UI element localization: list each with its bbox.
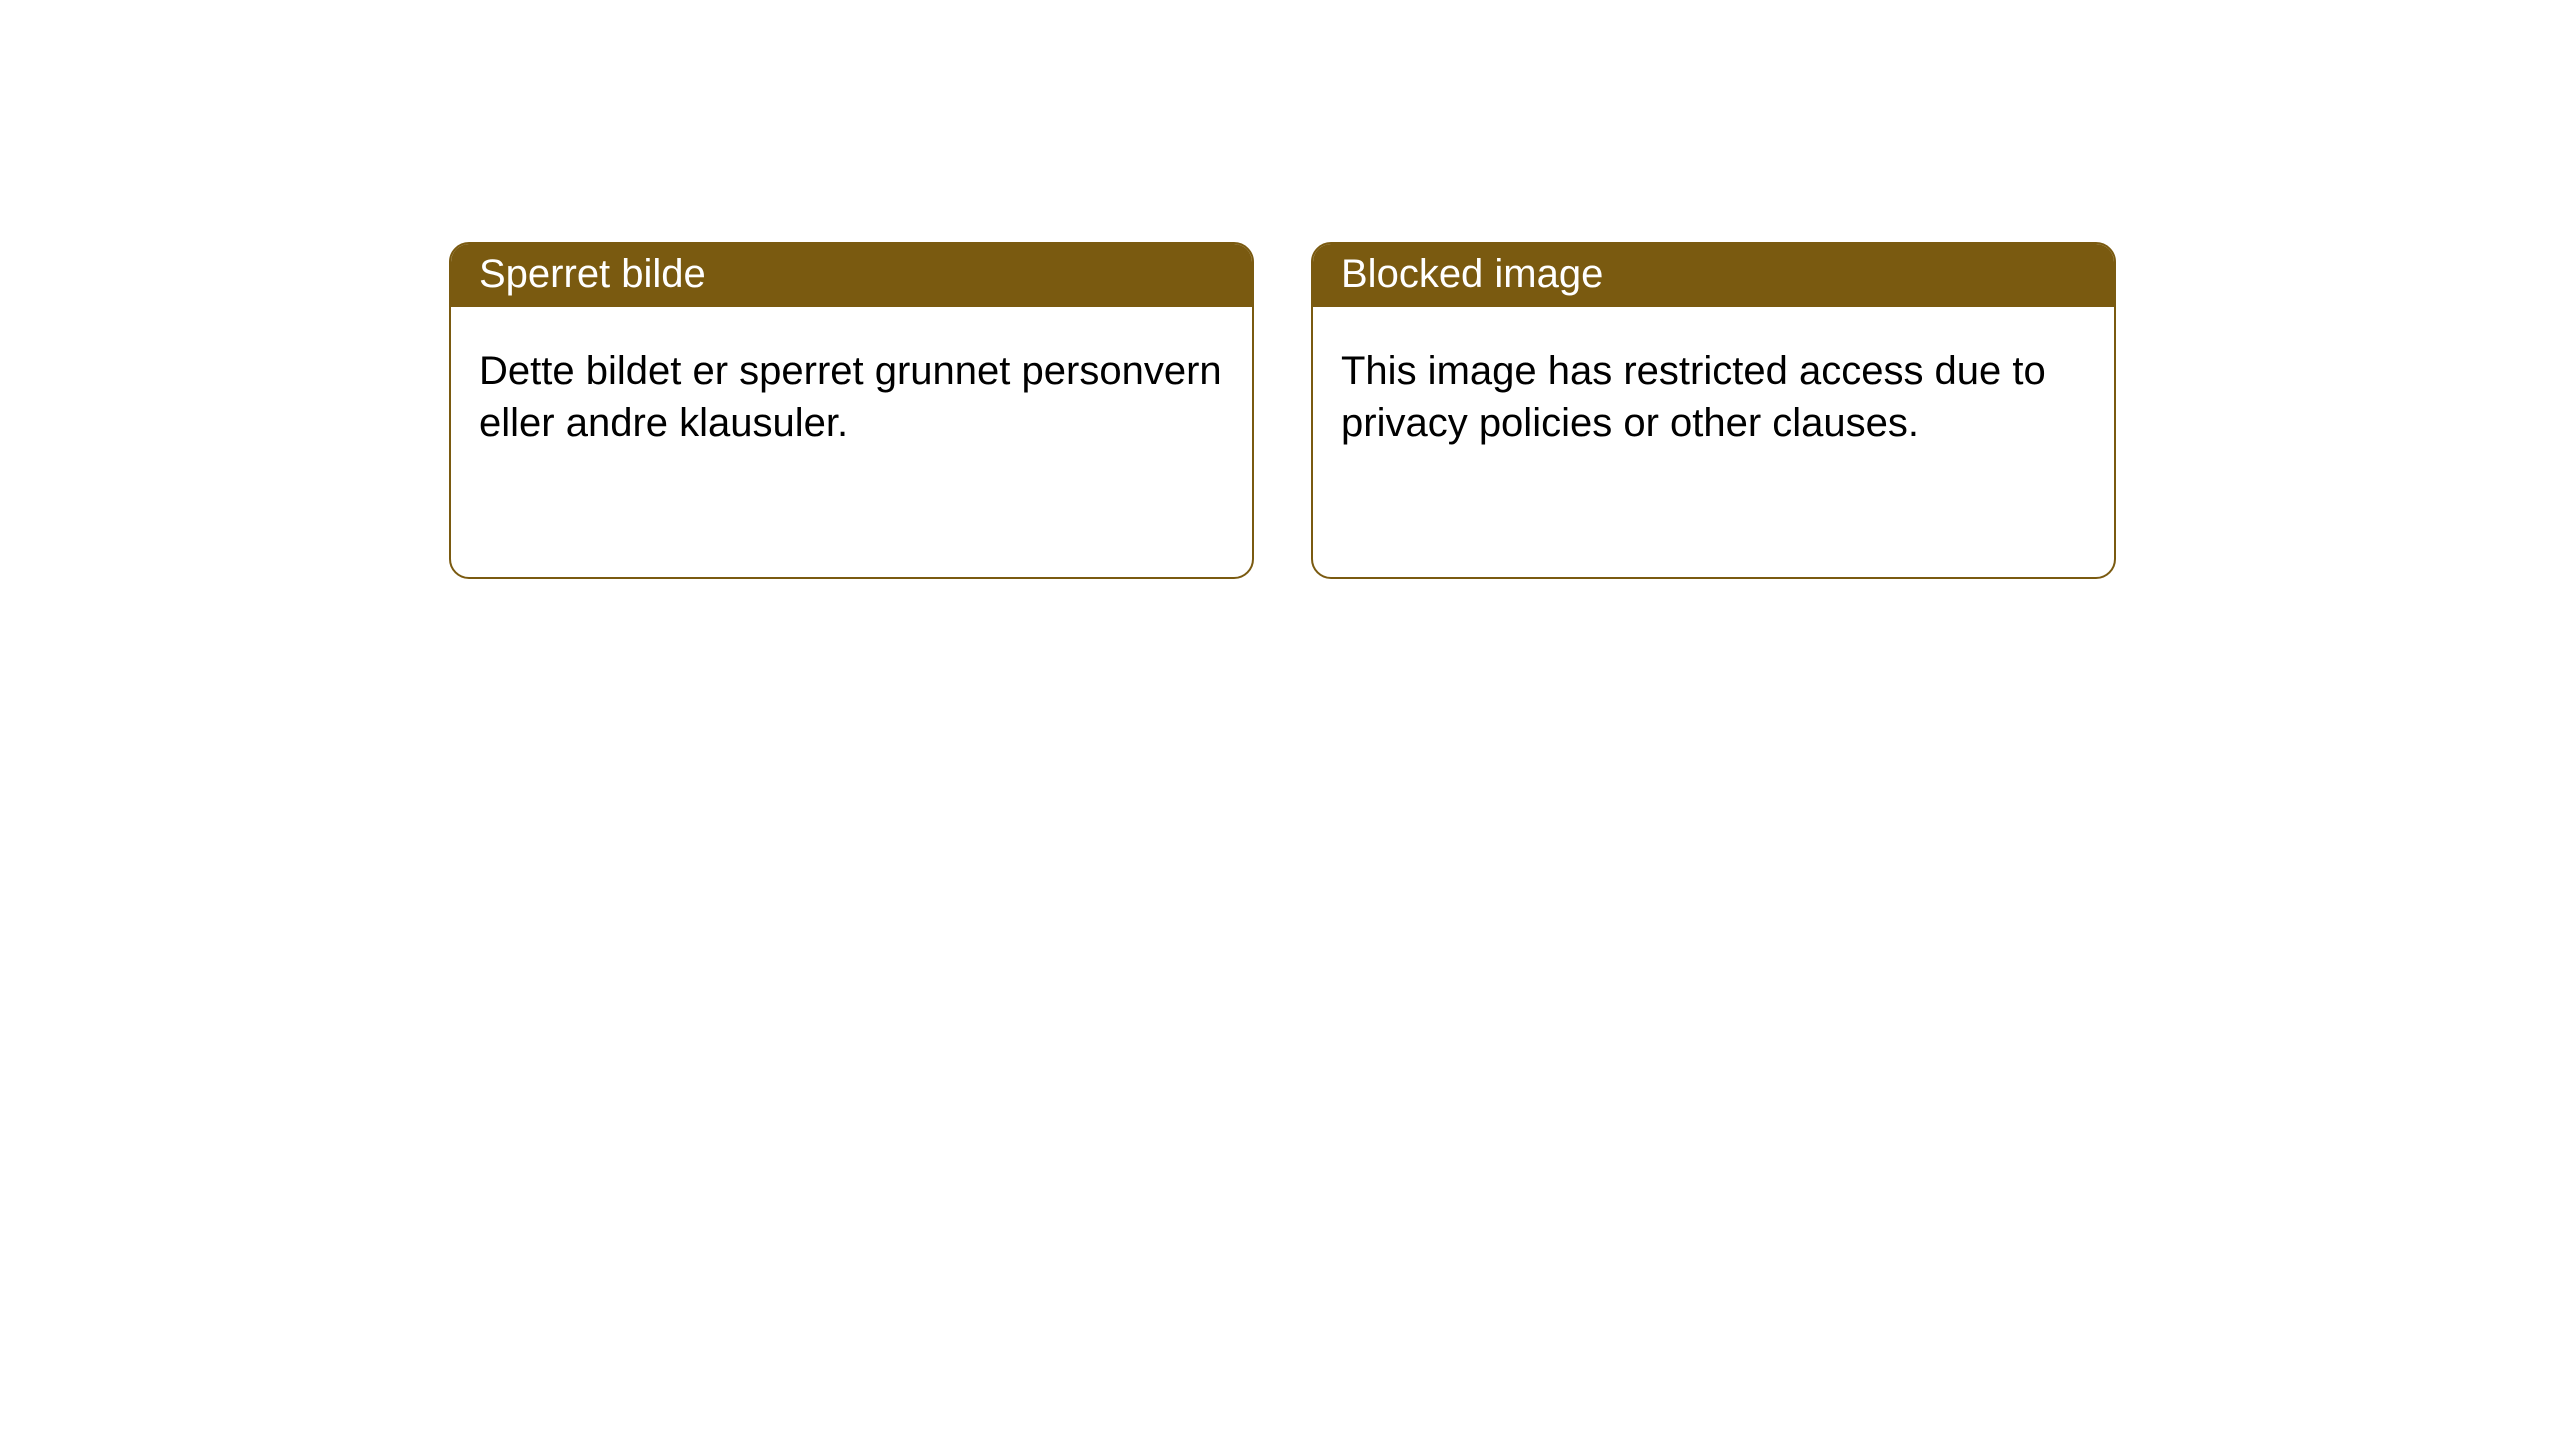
notice-container: Sperret bilde Dette bildet er sperret gr…	[0, 0, 2560, 579]
card-body-text: Dette bildet er sperret grunnet personve…	[479, 349, 1222, 445]
card-header: Sperret bilde	[451, 244, 1252, 307]
card-body: This image has restricted access due to …	[1313, 307, 2114, 477]
notice-card-english: Blocked image This image has restricted …	[1311, 242, 2116, 579]
notice-card-norwegian: Sperret bilde Dette bildet er sperret gr…	[449, 242, 1254, 579]
card-body-text: This image has restricted access due to …	[1341, 349, 2046, 445]
card-title: Sperret bilde	[479, 252, 706, 296]
card-body: Dette bildet er sperret grunnet personve…	[451, 307, 1252, 477]
card-title: Blocked image	[1341, 252, 1603, 296]
card-header: Blocked image	[1313, 244, 2114, 307]
